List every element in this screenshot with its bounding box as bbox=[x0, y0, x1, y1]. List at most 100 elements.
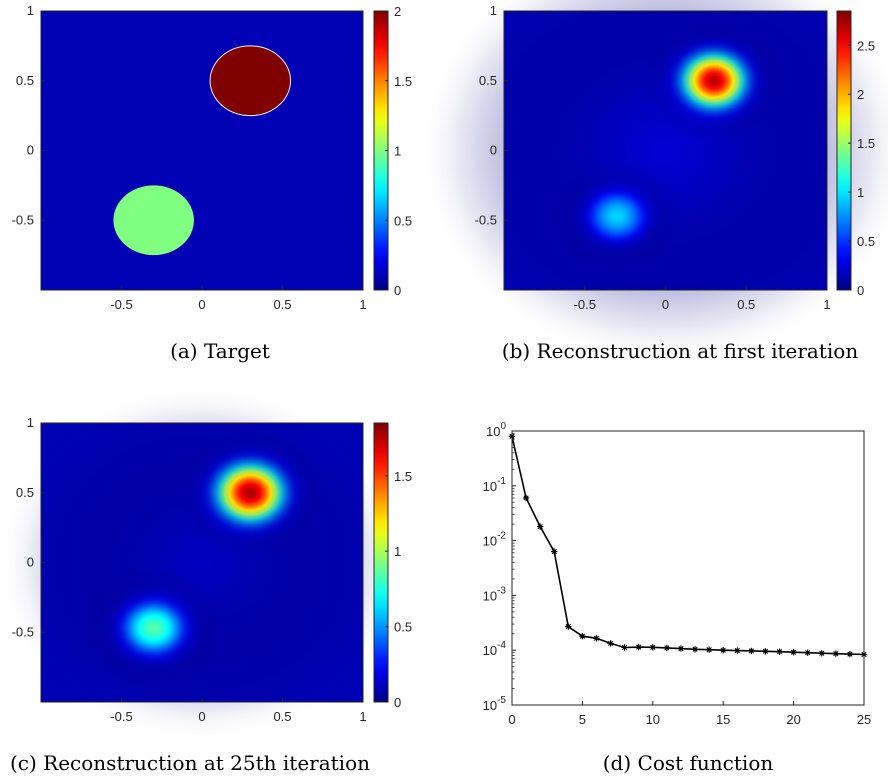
panel-c-xtick-label-0: -0.5 bbox=[110, 709, 132, 724]
panel-a-cbar-tick-label-0: 0 bbox=[394, 283, 401, 298]
cost-point-1 bbox=[522, 494, 530, 502]
panel-c-blob-1 bbox=[86, 570, 221, 687]
panel-a-ticks: -0.5 0 0.5 1 -0.5 0 0.5 1 bbox=[12, 3, 367, 312]
panel-a-xtick-label-1: 0 bbox=[198, 297, 205, 312]
panel-a-xtick-label-2: 0.5 bbox=[273, 297, 291, 312]
panel-b-ytick-label-1: 0 bbox=[490, 143, 497, 158]
cost-point-16 bbox=[734, 647, 741, 654]
panel-d-plot-area bbox=[512, 431, 864, 705]
panel-d-xtick-label-3: 15 bbox=[716, 712, 730, 727]
panel-a-xtick-label-0: -0.5 bbox=[110, 297, 132, 312]
cost-point-8 bbox=[621, 644, 628, 651]
panel-d-caption: (d) Cost function bbox=[603, 751, 774, 775]
panel-a-ytick-label-1: 0 bbox=[27, 143, 34, 158]
cost-point-14 bbox=[705, 646, 713, 653]
panel-a-cbar-tick-label-1: 0.5 bbox=[394, 213, 412, 228]
cost-point-22 bbox=[818, 650, 825, 657]
panel-b-xtick-label-1: 0 bbox=[662, 297, 669, 312]
panel-b-caption: (b) Reconstruction at first iteration bbox=[502, 339, 859, 363]
panel-c-heatmap bbox=[13, 399, 391, 726]
panel-c-ytick-label-3: 1 bbox=[27, 415, 34, 430]
panel-c-ticks: -0.5 0 0.5 1 -0.5 0 0.5 1 bbox=[12, 415, 367, 724]
panel-a-ytick-label-2: 0.5 bbox=[16, 73, 34, 88]
panel-a-ytick-label-3: 1 bbox=[27, 3, 34, 18]
panel-c-cbar-tick-label-1: 0.5 bbox=[394, 620, 412, 635]
panel-c-cbar-tick-label-2: 1 bbox=[394, 544, 401, 559]
panel-a-cbar-tick-label-2: 1 bbox=[394, 144, 401, 159]
panel-d: 0 5 10 15 20 25 100 10-1 10-2 10-3 10-4 10-5 (d) Co… bbox=[483, 421, 872, 775]
panel-d-ytick-label-3: 10-3 bbox=[483, 585, 507, 603]
panel-b-cbar-tick-label-3: 1.5 bbox=[857, 136, 875, 151]
panel-b: -0.5 0 0.5 1 -0.5 0 0.5 1 0 0.5 1 1.5 2 2.5 (b) Reco… bbox=[434, 0, 888, 363]
panel-b-heatmap bbox=[434, 0, 888, 350]
panel-b-xtick-label-0: -0.5 bbox=[574, 297, 596, 312]
panel-d-xtick-label-2: 10 bbox=[646, 712, 660, 727]
cost-point-13 bbox=[691, 646, 699, 653]
panel-b-cbar-tick-label-4: 2 bbox=[857, 87, 864, 102]
panel-b-ytick-label-2: 0.5 bbox=[479, 73, 497, 88]
cost-point-19 bbox=[776, 648, 783, 655]
panel-c: -0.5 0 0.5 1 -0.5 0 0.5 1 0 0.5 1 1.5 (c) Reconstr… bbox=[10, 399, 412, 775]
panel-d-axes-box bbox=[511, 430, 865, 706]
panel-b-cbar-tick-label-5: 2.5 bbox=[857, 38, 875, 53]
panel-c-colorbar-gradient bbox=[373, 422, 389, 703]
cost-point-6 bbox=[593, 635, 600, 642]
panel-b-ticks: -0.5 0 0.5 1 -0.5 0 0.5 1 bbox=[475, 3, 831, 312]
panel-a-cbar-tick-label-3: 1.5 bbox=[394, 74, 412, 89]
cost-point-10 bbox=[649, 644, 656, 651]
cost-point-2 bbox=[536, 523, 544, 530]
panel-a-cbar-tick-label-4: 2 bbox=[394, 4, 401, 19]
panel-c-xtick-label-1: 0 bbox=[198, 709, 205, 724]
panel-d-xtick-label-5: 25 bbox=[857, 712, 871, 727]
panel-c-caption: (c) Reconstruction at 25th iteration bbox=[10, 751, 370, 775]
panel-d-ytick-label-5: 10-5 bbox=[483, 695, 507, 713]
panel-c-xtick-label-3: 1 bbox=[359, 709, 366, 724]
cost-point-4 bbox=[565, 623, 572, 630]
panel-c-ytick-label-1: 0 bbox=[27, 555, 34, 570]
panel-d-plot bbox=[508, 433, 868, 658]
cost-point-18 bbox=[762, 648, 769, 655]
panel-c-ytick-label-0: -0.5 bbox=[12, 624, 34, 639]
panel-b-blob-1 bbox=[554, 161, 681, 271]
panel-c-xtick-label-2: 0.5 bbox=[273, 709, 291, 724]
panel-b-cbar-tick-label-2: 1 bbox=[857, 185, 864, 200]
panel-b-colorbar: 0 0.5 1 1.5 2 2.5 bbox=[836, 10, 875, 298]
cost-point-20 bbox=[790, 648, 797, 656]
cost-point-15 bbox=[720, 647, 727, 654]
cost-point-21 bbox=[804, 649, 811, 656]
panel-c-blob-0 bbox=[179, 431, 322, 555]
panel-a-heatmap bbox=[41, 11, 363, 290]
panel-b-blob-0 bbox=[646, 22, 782, 139]
cost-point-24 bbox=[846, 650, 854, 658]
panel-d-xtick-label-1: 5 bbox=[579, 712, 586, 727]
cost-point-11 bbox=[663, 644, 671, 652]
panel-b-cbar-tick-label-1: 0.5 bbox=[857, 234, 875, 249]
panel-b-colorbar-gradient bbox=[836, 10, 852, 291]
panel-d-ytick-label-4: 10-4 bbox=[483, 640, 507, 658]
cost-point-12 bbox=[677, 645, 685, 652]
panel-a: -0.5 0 0.5 1 -0.5 0 0.5 1 0 0.5 1 1.5 2 (a) Target bbox=[12, 3, 412, 363]
panel-a-xtick-label-3: 1 bbox=[359, 297, 366, 312]
panel-a-caption: (a) Target bbox=[170, 339, 270, 363]
panel-b-ytick-label-3: 1 bbox=[490, 3, 497, 18]
panel-d-ticks: 0 5 10 15 20 25 100 10-1 10-2 10-3 10-4 10-5 bbox=[483, 421, 872, 727]
panel-a-inclusion-1 bbox=[113, 185, 194, 256]
panel-b-cbar-tick-label-0: 0 bbox=[857, 283, 864, 298]
panel-d-ytick-label-2: 10-2 bbox=[483, 531, 507, 549]
panel-b-xtick-label-3: 1 bbox=[823, 297, 830, 312]
cost-point-9 bbox=[635, 643, 642, 651]
panel-c-cbar-tick-label-3: 1.5 bbox=[394, 469, 412, 484]
panel-b-ytick-label-0: -0.5 bbox=[475, 212, 497, 227]
panel-c-colorbar: 0 0.5 1 1.5 bbox=[373, 422, 412, 710]
panel-a-heatmap-background bbox=[41, 11, 363, 290]
panel-a-inclusion-0 bbox=[209, 45, 292, 117]
panel-d-ytick-label-0: 100 bbox=[486, 421, 506, 439]
cost-point-23 bbox=[832, 650, 840, 657]
panel-a-colorbar: 0 0.5 1 1.5 2 bbox=[373, 4, 412, 298]
cost-point-7 bbox=[607, 640, 614, 647]
panel-a-ytick-label-0: -0.5 bbox=[12, 212, 34, 227]
cost-point-5 bbox=[579, 633, 586, 640]
panel-d-xtick-label-0: 0 bbox=[508, 712, 515, 727]
cost-point-3 bbox=[551, 548, 558, 555]
